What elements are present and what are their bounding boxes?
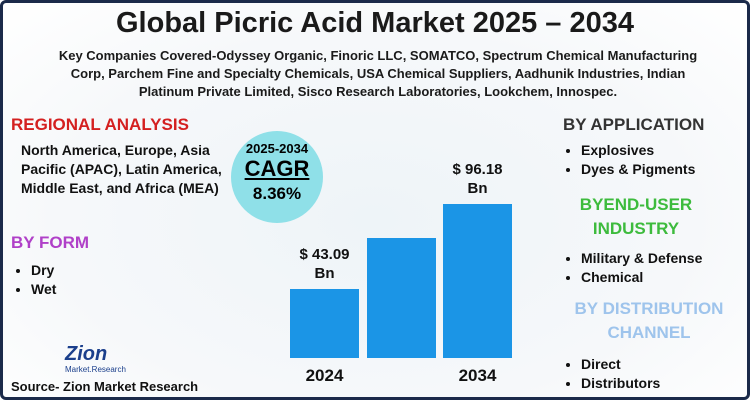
cagr-label: CAGR	[244, 156, 310, 181]
section-heading: BY FORM	[11, 233, 90, 252]
list: Direct Distributors	[561, 355, 660, 393]
list: Explosives Dyes & Pigments	[561, 141, 695, 179]
list-item: Dry	[31, 261, 56, 280]
bar	[290, 289, 359, 358]
bar-chart: $ 43.09 Bn 2024 $ 96.18 Bn 2034	[3, 3, 747, 397]
list: Military & Defense Chemical	[561, 249, 702, 287]
regions: North America, Europe, Asia Pacific (APA…	[21, 142, 222, 196]
list-item: Wet	[31, 280, 56, 299]
x-tick-label: 2034	[458, 366, 497, 385]
logo-tagline: Market.Research	[65, 365, 126, 374]
list-item: Military & Defense	[581, 249, 702, 268]
x-tick-label: 2024	[305, 366, 344, 385]
source: Source- Zion Market Research	[11, 379, 199, 394]
bar	[366, 238, 436, 358]
section-heading: BY DISTRIBUTION CHANNEL	[574, 299, 724, 342]
logo-name: Zion	[65, 343, 108, 365]
list-item: Distributors	[581, 374, 660, 393]
value-label: $ 96.18 Bn	[452, 161, 503, 198]
list: Dry Wet	[11, 261, 56, 299]
cagr-badge: 2025-2034 CAGR 8.36%	[231, 131, 323, 223]
bar	[443, 204, 512, 358]
list-item: Direct	[581, 355, 660, 374]
section-heading: BYEND-USER INDUSTRY	[579, 195, 693, 238]
cagr-period: 2025-2034	[245, 141, 309, 156]
value-label: $ 43.09 Bn	[299, 246, 350, 283]
section-heading: BY APPLICATION	[563, 115, 705, 134]
subtitle: Key Companies Covered-Odyssey Organic, F…	[58, 48, 698, 99]
section-heading: REGIONAL ANALYSIS	[11, 115, 189, 134]
list-item: Chemical	[581, 268, 702, 287]
list-item: Explosives	[581, 141, 695, 160]
title: Global Picric Acid Market 2025 – 2034	[116, 7, 634, 39]
cagr-value: 8.36%	[252, 184, 302, 203]
list-item: Dyes & Pigments	[581, 160, 695, 179]
